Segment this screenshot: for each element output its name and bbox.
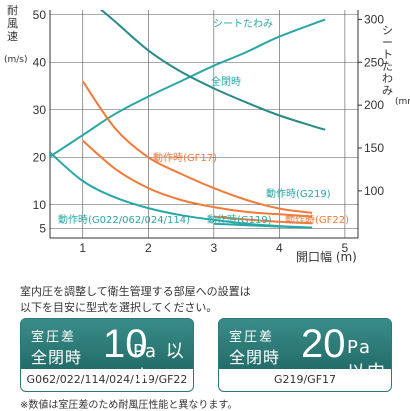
card-label-fully-closed: 全閉時 (229, 348, 281, 367)
card-label-pressure-difference: 室圧差 (31, 330, 77, 345)
y-right-tick-label: 250 (364, 55, 384, 69)
card-value: 10 (103, 322, 148, 366)
y-left-tick-label: 50 (33, 8, 47, 22)
series-line-2 (81, 80, 313, 214)
y-left-tick-label: 5 (39, 222, 46, 236)
card-value: 20 (301, 322, 346, 366)
curve-label-gf22: 動作時(GF22) (285, 213, 349, 226)
y-right-tick-label: 200 (364, 98, 384, 112)
series-line-6 (213, 215, 313, 225)
curve-label-g119: 動作時(G119) (207, 213, 272, 226)
y-left-tick-label: 30 (33, 103, 47, 117)
series-line-0 (50, 18, 326, 158)
curve-label-g022: 動作時(G022/062/024/114) (58, 213, 190, 226)
y-right-tick-label: 300 (364, 12, 384, 26)
selection-note-line-2: 以下を目安に型式を選択してください。 (20, 301, 218, 314)
card-unit: Pa 以内 (133, 341, 186, 388)
y-left-axis-title: 耐 風 速 (7, 4, 22, 43)
footnote: ※数値は室圧差のため耐風圧性能と異なります。 (20, 400, 238, 411)
x-tick-label: 4 (276, 241, 283, 255)
x-tick-label: 5 (342, 241, 349, 255)
series-line-1 (99, 10, 326, 131)
selection-note-line-1: 室内圧を調整して衛生管理する部屋への設置は (20, 285, 251, 298)
card-label-fully-closed: 全閉時 (31, 348, 83, 367)
curve-label-sheet-deflection: シートたわみ (213, 18, 273, 30)
y-right-axis-title: シートたわみ (382, 24, 393, 97)
pressure-card-10pa: 室圧差 全閉時 10 Pa 以内 G062/022/114/024/119/GF… (20, 318, 194, 392)
y-right-tick-label: 100 (364, 184, 384, 198)
pressure-card-20pa: 室圧差 全閉時 20 Pa 以内 G219/GF17 (218, 318, 392, 392)
x-tick-label: 2 (145, 241, 152, 255)
card-models: G219/GF17 (219, 369, 391, 391)
curve-label-fully-closed: 全閉時 (211, 75, 241, 88)
y-left-tick-label: 40 (33, 55, 47, 69)
curve-label-g219: 動作時(G219) (266, 187, 331, 200)
y-left-axis-unit: (m/s) (4, 55, 28, 65)
x-tick-label: 1 (79, 241, 86, 255)
card-unit: Pa 以内 (347, 337, 387, 383)
tick-labels: 1 2 3 4 5 5 10 20 30 40 50 100 150 200 250 300 (33, 8, 385, 255)
y-right-tick-label: 150 (364, 141, 384, 155)
x-axis-title: 開口幅 (m) (296, 249, 357, 264)
series-line-5 (213, 222, 313, 229)
grid (49, 10, 362, 239)
y-left-tick-label: 10 (33, 198, 47, 212)
y-right-axis-unit: (mm) (395, 97, 410, 107)
series-line-3 (82, 139, 313, 218)
curves (50, 10, 326, 229)
card-models: G062/022/114/024/119/GF22 (21, 369, 193, 391)
wind-speed-chart: 1 2 3 4 5 5 10 20 30 40 50 100 150 200 250 300 耐 風 速 (m… (4, 4, 410, 264)
card-label-pressure-difference: 室圧差 (229, 330, 275, 345)
curve-label-gf17: 動作時(GF17) (153, 151, 217, 164)
x-tick-label: 3 (210, 241, 217, 255)
selection-note: 室内圧を調整して衛生管理する部屋への設置は 以下を目安に型式を選択してください。 (20, 284, 400, 316)
y-left-tick-label: 20 (33, 150, 47, 164)
